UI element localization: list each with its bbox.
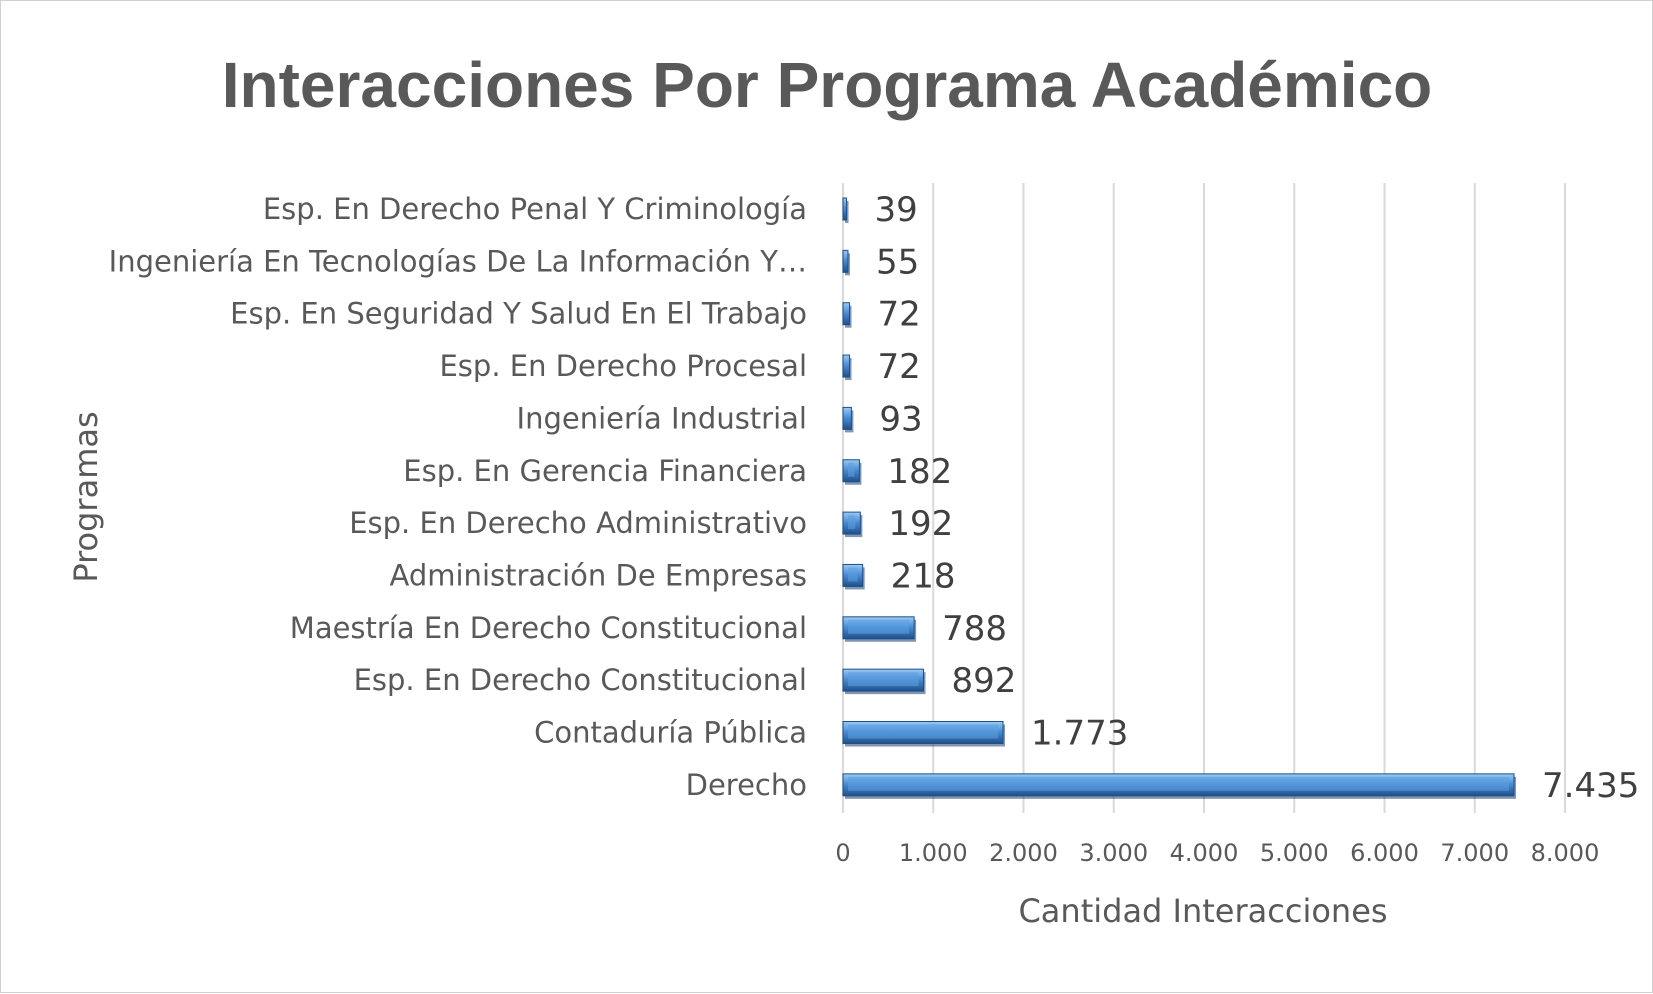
data-label: 788 bbox=[942, 609, 1007, 649]
x-tick-label: 7.000 bbox=[1440, 839, 1509, 867]
category-label: Administración De Empresas bbox=[390, 558, 807, 592]
x-tick-label: 0 bbox=[835, 839, 850, 867]
category-label: Contaduría Pública bbox=[534, 716, 807, 750]
data-label: 218 bbox=[891, 556, 956, 596]
bars bbox=[842, 197, 1517, 799]
bar bbox=[842, 249, 849, 273]
bar bbox=[842, 197, 848, 221]
data-label: 72 bbox=[877, 347, 920, 387]
x-axis-title: Cantidad Interacciones bbox=[1018, 892, 1387, 930]
x-tick-label: 8.000 bbox=[1531, 839, 1600, 867]
data-label: 182 bbox=[887, 452, 952, 492]
chart-title: Interacciones Por Programa Académico bbox=[222, 49, 1433, 121]
bar-bevel bbox=[848, 672, 919, 687]
data-label: 1.773 bbox=[1031, 714, 1128, 754]
data-label: 7.435 bbox=[1542, 766, 1639, 806]
bar bbox=[842, 406, 852, 430]
x-tick-label: 3.000 bbox=[1079, 839, 1148, 867]
category-label: Esp. En Derecho Administrativo bbox=[349, 506, 807, 540]
data-label: 55 bbox=[876, 242, 919, 282]
category-label: Esp. En Derecho Penal Y Criminología bbox=[263, 192, 807, 226]
x-tick-label: 1.000 bbox=[899, 839, 968, 867]
category-labels: Esp. En Derecho Penal Y Criminología Inge… bbox=[109, 192, 807, 802]
bar-bevel bbox=[848, 567, 858, 582]
bar-bevel bbox=[848, 462, 855, 477]
category-label: Ingeniería En Tecnologías De La Informac… bbox=[109, 244, 807, 278]
bar bbox=[842, 302, 850, 326]
data-label: 93 bbox=[879, 399, 922, 439]
data-label: 72 bbox=[877, 295, 920, 335]
bar bbox=[842, 354, 850, 378]
bar-bevel bbox=[848, 776, 1510, 791]
data-label: 892 bbox=[952, 661, 1017, 701]
category-label: Maestría En Derecho Constitucional bbox=[290, 611, 807, 645]
category-label: Esp. En Seguridad Y Salud En El Trabajo bbox=[230, 297, 807, 331]
category-label: Derecho bbox=[686, 768, 807, 802]
category-label: Esp. En Gerencia Financiera bbox=[403, 454, 807, 488]
bar-bevel bbox=[848, 515, 856, 530]
data-label: 39 bbox=[875, 190, 918, 230]
gridlines bbox=[842, 183, 1566, 813]
y-axis-title: Programas bbox=[67, 411, 105, 582]
x-tick-label: 2.000 bbox=[989, 839, 1058, 867]
data-labels: 39 55 72 72 93 182 192 218 788 892 1.773 7.435 bbox=[875, 190, 1640, 806]
x-tick-labels: 0 1.000 2.000 3.000 4.000 5.000 6.000 7.000 8.00… bbox=[835, 839, 1599, 867]
category-label: Esp. En Derecho Procesal bbox=[439, 349, 807, 383]
bar-bevel bbox=[848, 724, 999, 739]
category-label: Esp. En Derecho Constitucional bbox=[354, 663, 807, 697]
x-tick-label: 6.000 bbox=[1350, 839, 1419, 867]
bar-bevel bbox=[848, 619, 910, 634]
category-label: Ingeniería Industrial bbox=[517, 401, 807, 435]
data-label: 192 bbox=[888, 504, 953, 544]
x-tick-label: 4.000 bbox=[1170, 839, 1239, 867]
x-tick-label: 5.000 bbox=[1260, 839, 1329, 867]
